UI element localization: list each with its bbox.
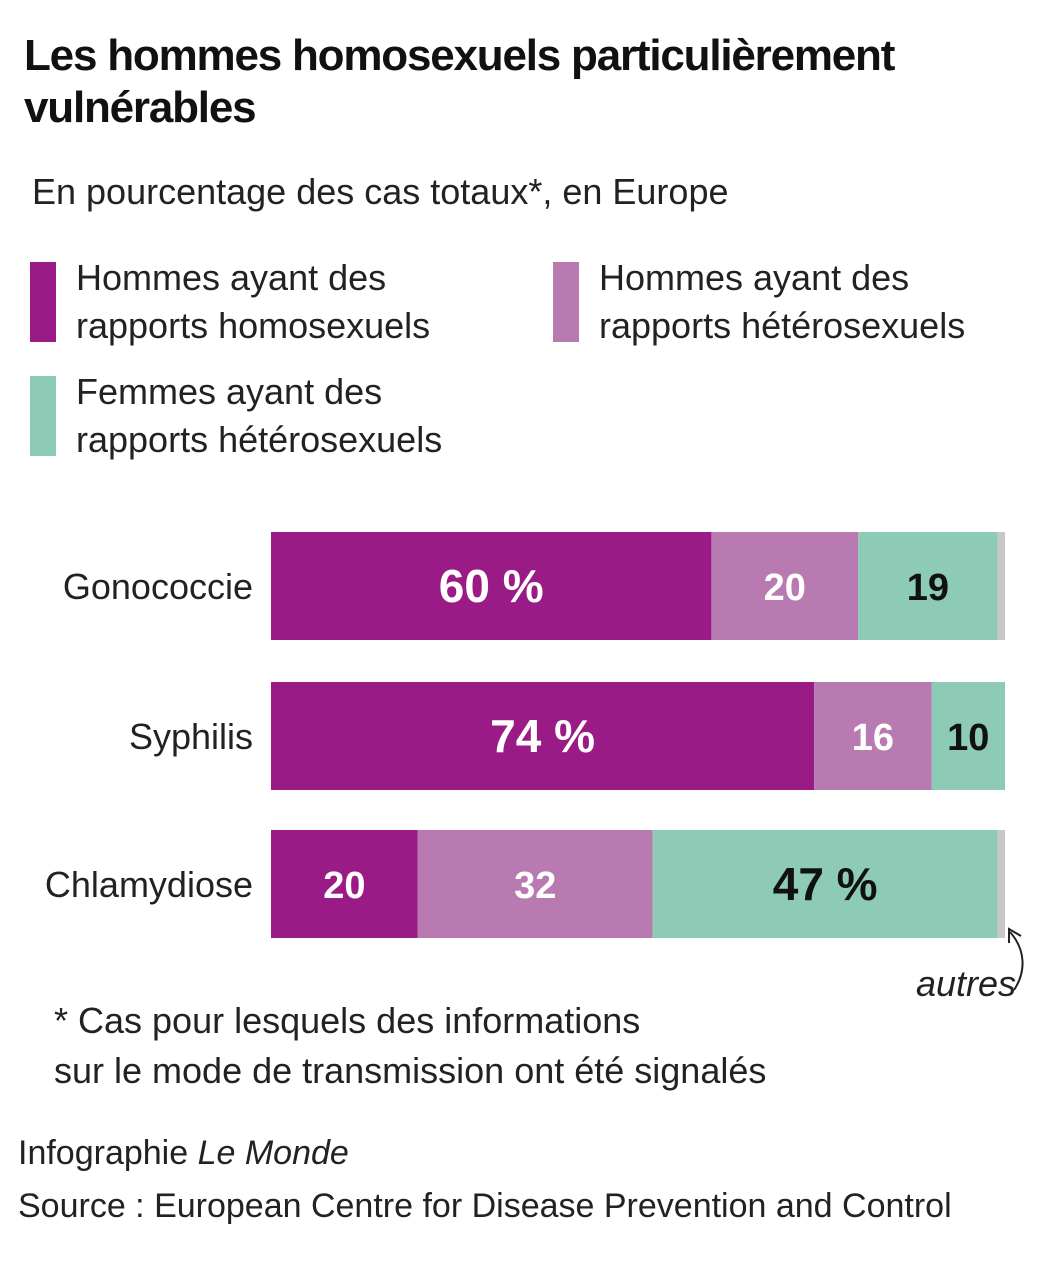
category-label-1: Syphilis <box>129 716 253 757</box>
bar-segment-2-2 <box>652 830 998 938</box>
bar-segment-0-1 <box>711 532 859 640</box>
data-label-1-0: 74 % <box>490 710 595 762</box>
data-label-0-0: 60 % <box>439 560 544 612</box>
annotation-autres: autres <box>916 963 1016 1004</box>
chart-title: Les hommes homosexuels particulièrement … <box>24 31 895 132</box>
credit: Infographie Le Monde <box>18 1133 349 1173</box>
legend-label-hetero-women: Femmes ayant des rapports hétérosexuels <box>76 371 443 460</box>
legend-label-msm: Hommes ayant des rapports homosexuels <box>76 257 431 346</box>
data-label-1-2: 10 <box>947 717 989 759</box>
chart-subtitle: En pourcentage des cas totaux*, en Europ… <box>32 171 729 212</box>
credit-prefix: Infographie <box>18 1134 198 1172</box>
footnote: * Cas pour lesquels des informations sur… <box>54 1000 767 1091</box>
bar-segment-1-2 <box>931 682 1005 790</box>
stacked-bar-chart: Gonococcie 60 % 20 19 Syphilis 74 % 16 10 Chlamy… <box>45 532 1024 1004</box>
bar-segment-2-1 <box>417 830 653 938</box>
data-label-2-0: 20 <box>323 865 365 907</box>
annotation-arrow <box>1009 931 1024 991</box>
legend-item-hetero-women: Femmes ayant des rapports hétérosexuels <box>30 368 516 464</box>
data-label-0-2: 19 <box>907 567 949 609</box>
legend-swatch-msm <box>30 262 56 342</box>
category-label-0: Gonococcie <box>63 566 253 607</box>
data-label-0-1: 20 <box>764 567 806 609</box>
bar-segment-0-2 <box>858 532 998 640</box>
credit-publication: Le Monde <box>197 1134 349 1172</box>
bar-segment-1-0 <box>271 682 815 790</box>
bar-segment-2-3 <box>997 830 1005 938</box>
bar-segment-2-0 <box>271 830 418 938</box>
legend-item-hetero-men: Hommes ayant des rapports hétérosexuels <box>553 254 1039 350</box>
bar-segment-0-3 <box>997 532 1005 640</box>
legend-swatch-hetero-women <box>30 376 56 456</box>
legend-item-msm: Hommes ayant des rapports homosexuels <box>30 254 516 350</box>
source: Source : European Centre for Disease Pre… <box>18 1187 952 1225</box>
data-label-1-1: 16 <box>852 717 894 759</box>
bar-segment-1-1 <box>814 682 932 790</box>
annotation-arrowhead <box>1008 927 1022 943</box>
legend-label-hetero-men: Hommes ayant des rapports hétérosexuels <box>599 257 966 346</box>
data-label-2-2: 47 % <box>773 858 878 910</box>
data-label-2-1: 32 <box>514 865 556 907</box>
bar-segment-0-0 <box>271 532 712 640</box>
legend-swatch-hetero-men <box>553 262 579 342</box>
category-label-2: Chlamydiose <box>45 864 253 905</box>
